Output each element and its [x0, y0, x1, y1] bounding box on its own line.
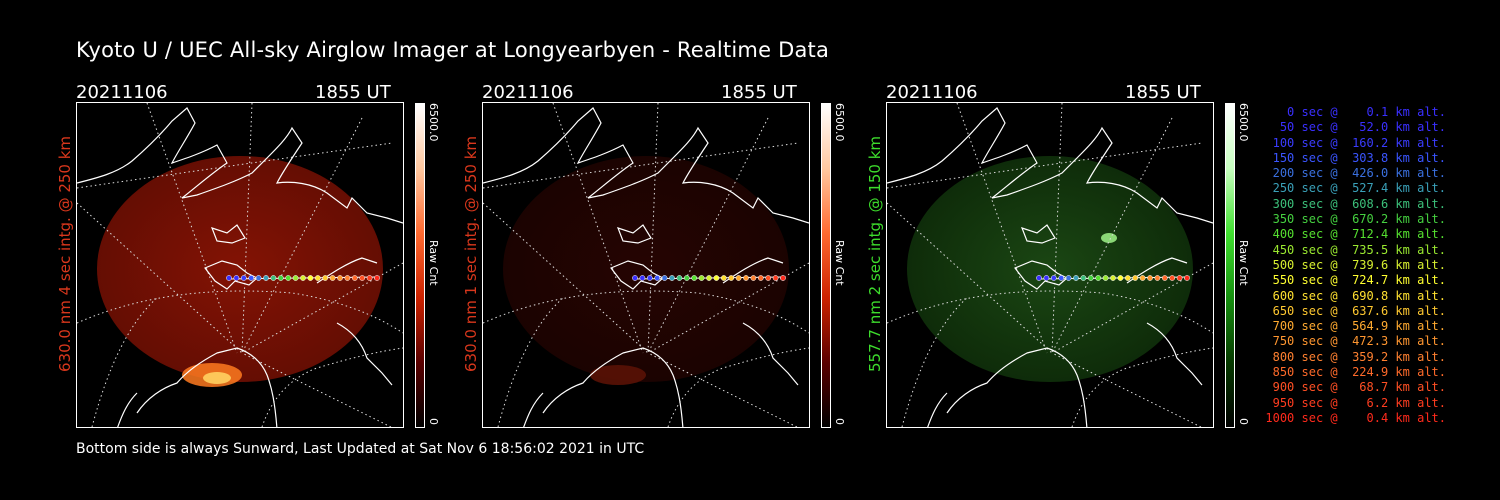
- panel2-date: 20211106: [482, 82, 574, 103]
- legend-row: 700 sec @ 564.9 km alt.: [1265, 319, 1446, 334]
- legend-row: 50 sec @ 52.0 km alt.: [1265, 120, 1446, 135]
- panel2-time: 1855 UT: [721, 82, 797, 103]
- legend-row: 200 sec @ 426.0 km alt.: [1265, 166, 1446, 181]
- panel3-colorbar: [1225, 103, 1235, 428]
- panel3-colorbar-min: 0: [1237, 418, 1250, 425]
- panel1-date: 20211106: [76, 82, 168, 103]
- legend-row: 500 sec @ 739.6 km alt.: [1265, 257, 1446, 272]
- legend-row: 600 sec @ 690.8 km alt.: [1265, 288, 1446, 303]
- legend-row: 350 sec @ 670.2 km alt.: [1265, 212, 1446, 227]
- legend-row: 950 sec @ 6.2 km alt.: [1265, 395, 1446, 410]
- legend-row: 150 sec @ 303.8 km alt.: [1265, 150, 1446, 165]
- panel1-colorbar-max: 6500.0: [427, 103, 440, 142]
- trajectory-legend: 0 sec @ 0.1 km alt. 50 sec @ 52.0 km alt…: [1262, 105, 1446, 426]
- panel1-colorbar-unit: Raw Cnt: [427, 240, 440, 286]
- panel2-colorbar-unit: Raw Cnt: [833, 240, 846, 286]
- legend-row: 1000 sec @ 0.4 km alt.: [1265, 410, 1446, 425]
- panel1-ylabel: 630.0 nm 4 sec intg. @ 250 km: [56, 135, 74, 372]
- legend-row: 650 sec @ 637.6 km alt.: [1265, 303, 1446, 318]
- page-title: Kyoto U / UEC All-sky Airglow Imager at …: [76, 38, 830, 62]
- legend-row: 900 sec @ 68.7 km alt.: [1265, 380, 1446, 395]
- legend-row: 250 sec @ 527.4 km alt.: [1265, 181, 1446, 196]
- panel3-date: 20211106: [886, 82, 978, 103]
- legend-row: 0 sec @ 0.1 km alt.: [1265, 105, 1446, 119]
- legend-row: 550 sec @ 724.7 km alt.: [1265, 273, 1446, 288]
- panel2-ylabel: 630.0 nm 1 sec intg. @ 250 km: [462, 135, 480, 372]
- panel2-colorbar-max: 6500.0: [833, 103, 846, 142]
- panel3-sky-image: [886, 102, 1214, 428]
- legend-row: 300 sec @ 608.6 km alt.: [1265, 196, 1446, 211]
- legend-row: 400 sec @ 712.4 km alt.: [1265, 227, 1446, 242]
- legend-row: 850 sec @ 224.9 km alt.: [1265, 365, 1446, 380]
- panel1-colorbar-min: 0: [427, 418, 440, 425]
- panel2-colorbar: [821, 103, 831, 428]
- panel1-sky-image: [76, 102, 404, 428]
- panel3-time: 1855 UT: [1125, 82, 1201, 103]
- panel3-ylabel: 557.7 nm 2 sec intg. @ 150 km: [866, 135, 884, 372]
- legend-row: 100 sec @ 160.2 km alt.: [1265, 135, 1446, 150]
- panel2-sky-image: [482, 102, 810, 428]
- legend-row: 450 sec @ 735.5 km alt.: [1265, 242, 1446, 257]
- panel1-time: 1855 UT: [315, 82, 391, 103]
- legend-row: 750 sec @ 472.3 km alt.: [1265, 334, 1446, 349]
- panel3-colorbar-max: 6500.0: [1237, 103, 1250, 142]
- legend-row: 800 sec @ 359.2 km alt.: [1265, 349, 1446, 364]
- panel2-colorbar-min: 0: [833, 418, 846, 425]
- footer-note: Bottom side is always Sunward, Last Upda…: [76, 441, 645, 457]
- panel1-colorbar: [415, 103, 425, 428]
- panel3-colorbar-unit: Raw Cnt: [1237, 240, 1250, 286]
